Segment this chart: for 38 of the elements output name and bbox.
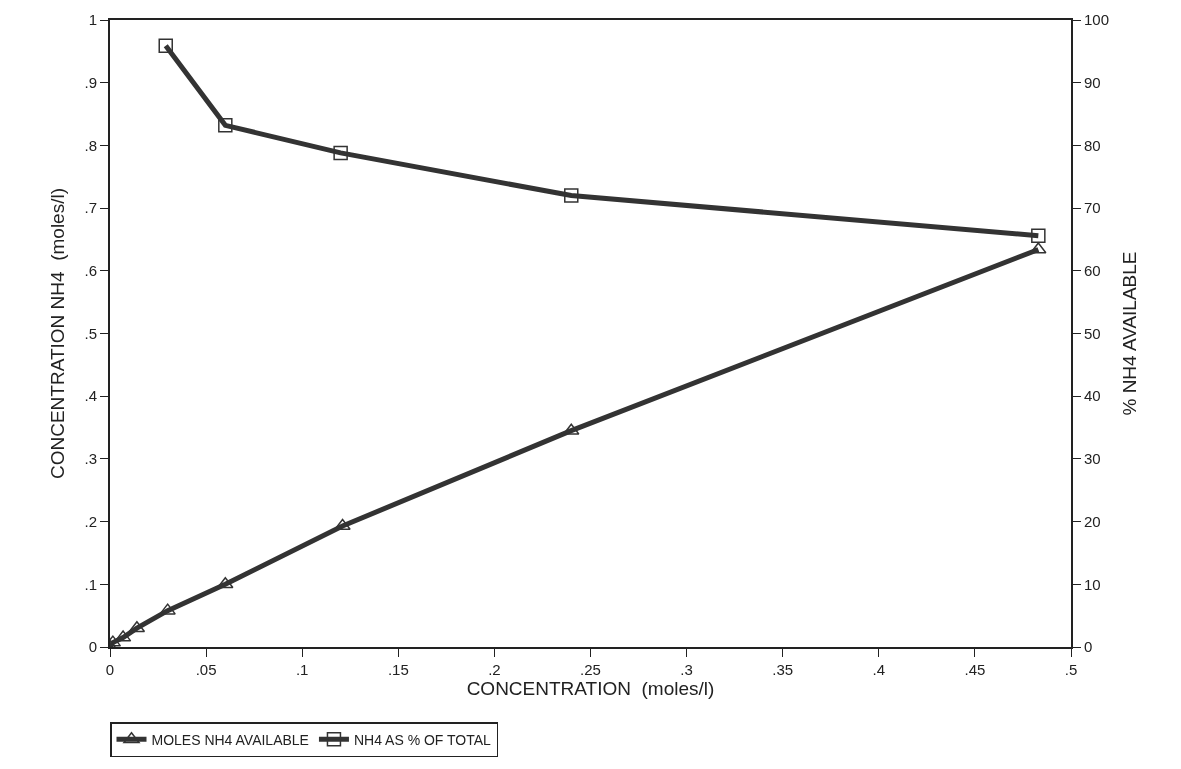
x-tick-label: .2	[488, 661, 501, 678]
x-tick-label: .45	[964, 661, 986, 678]
y-tick-label: .5	[84, 324, 97, 342]
y2-tick-label: 0	[1084, 638, 1093, 656]
y2-tick-label: 70	[1084, 199, 1101, 217]
y-tick-label: .2	[84, 512, 97, 530]
legend-label: NH4 AS % OF TOTAL	[353, 731, 492, 748]
y2-tick-label: 50	[1084, 324, 1101, 342]
x-tick-label: .3	[680, 661, 693, 678]
y-tick-label: .6	[84, 262, 97, 280]
x-axis-title: CONCENTRATION (moles/l)	[466, 678, 715, 699]
y-tick-label: 1	[88, 11, 97, 29]
y2-tick-label: 60	[1084, 262, 1101, 280]
legend-label: MOLES NH4 AVAILABLE	[151, 731, 309, 748]
y2-tick-label: 90	[1084, 73, 1101, 91]
x-tick-label: .05	[195, 661, 217, 678]
y-tick-label: .7	[84, 199, 97, 217]
x-tick-label: .15	[387, 661, 409, 678]
y-tick-label: .1	[84, 575, 97, 593]
x-tick-label: .5	[1064, 661, 1078, 678]
x-tick-label: .25	[580, 661, 601, 678]
y-tick-label: .8	[84, 136, 97, 154]
y2-tick-label: 30	[1084, 450, 1101, 468]
y-tick-label: .4	[84, 387, 97, 405]
x-tick-label: .4	[872, 661, 886, 678]
y-axis-title: CONCENTRATION NH4 (moles/l)	[46, 188, 68, 479]
y2-tick-label: 20	[1084, 512, 1101, 530]
y2-tick-label: 100	[1084, 11, 1110, 29]
y2-tick-label: 80	[1084, 136, 1101, 154]
y2-axis-title: % NH4 AVAILABLE	[1119, 251, 1141, 416]
y-tick-label: 0	[88, 638, 97, 656]
x-tick-label: 0	[105, 661, 115, 678]
y-tick-label: .3	[84, 450, 97, 468]
x-tick-label: .1	[295, 661, 309, 678]
y2-tick-label: 40	[1084, 387, 1101, 405]
x-tick-label: .35	[772, 661, 794, 678]
y2-tick-label: 10	[1084, 575, 1101, 593]
y-tick-label: .9	[84, 73, 97, 91]
